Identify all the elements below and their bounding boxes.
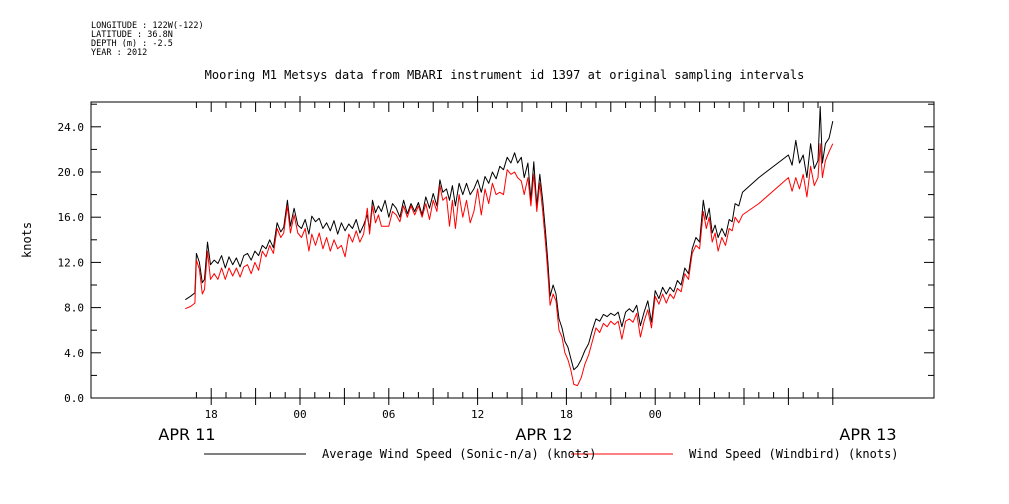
chart-title: Mooring M1 Metsys data from MBARI instru…: [204, 68, 805, 82]
y-tick-label: 4.0: [64, 347, 84, 360]
series-line-windbird: [185, 143, 834, 387]
meta-depth: DEPTH (m) : -2.5: [91, 39, 173, 49]
y-tick-label: 20.0: [58, 166, 85, 179]
y-tick-label: 16.0: [58, 211, 85, 224]
x-tick-label: 12: [471, 408, 484, 421]
axis-ticks: 0.0 4.0 8.0 12.0 16.0 20.0 24.0 18 00 06 12 18 00 APR…: [58, 96, 934, 444]
axes-frame: [90, 101, 935, 399]
legend-label-windbird: Wind Speed (Windbird) (knots): [689, 447, 899, 461]
x-day-label: APR 11: [158, 425, 215, 444]
x-tick-label: 18: [560, 408, 573, 421]
y-tick-label: 8.0: [64, 302, 84, 315]
x-tick-label: 00: [649, 408, 662, 421]
series-layer: [185, 106, 834, 387]
y-tick-label: 0.0: [64, 392, 84, 405]
x-tick-label: 06: [382, 408, 395, 421]
meta-longitude: LONGITUDE : 122W(-122): [91, 21, 204, 31]
legend-label-sonic: Average Wind Speed (Sonic-n/a) (knots): [322, 447, 597, 461]
y-tick-label: 12.0: [58, 256, 85, 269]
x-day-label: APR 13: [839, 425, 896, 444]
x-tick-label: 00: [293, 408, 306, 421]
series-line-sonic: [185, 106, 834, 371]
meta-year: YEAR : 2012: [91, 48, 148, 58]
x-day-label: APR 12: [515, 425, 572, 444]
plot-frame: [90, 101, 935, 399]
x-tick-label: 18: [205, 408, 218, 421]
y-tick-label: 24.0: [58, 121, 85, 134]
meta-latitude: LATITUDE : 36.8N: [91, 30, 173, 40]
